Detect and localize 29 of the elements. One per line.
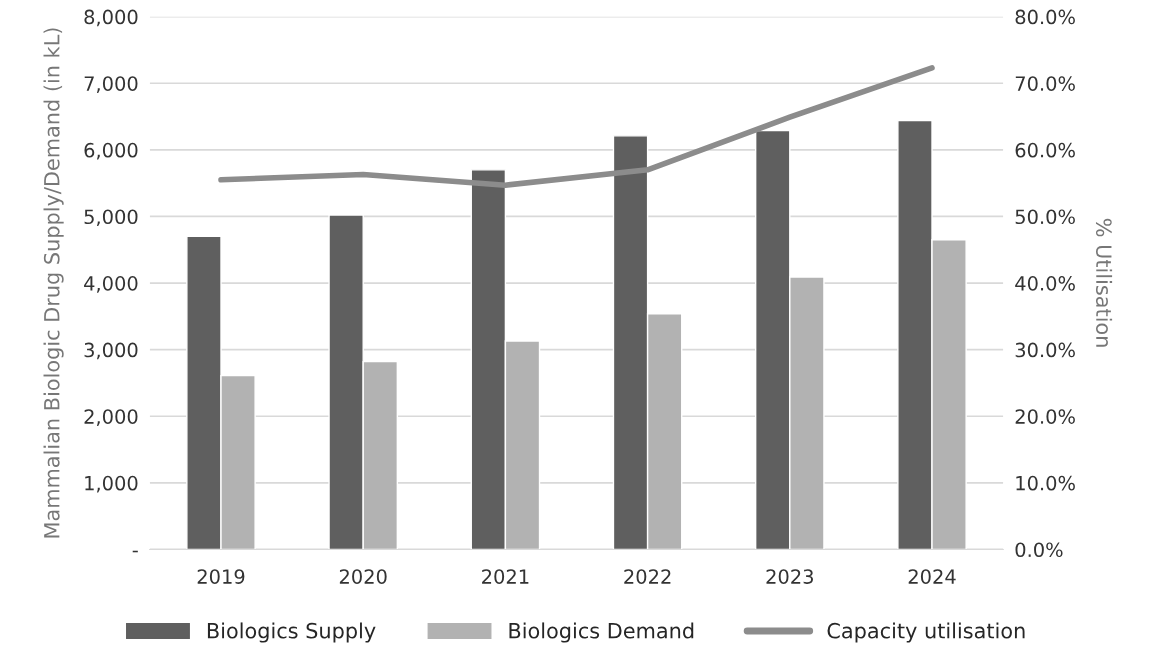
y-axis-title: Mammalian Biologic Drug Supply/Demand (in kL) <box>43 28 64 538</box>
y2-tick-label: 70.0% <box>1015 76 1075 91</box>
x-tick-label: 2022 <box>624 569 671 584</box>
y2-tick-label: 10.0% <box>1016 475 1075 491</box>
legend-label: Biologics Supply <box>207 622 376 643</box>
y-tick-label: 8,000 <box>84 9 138 27</box>
x-tick-label: 2019 <box>197 569 245 584</box>
x-tick-label: 2020 <box>339 569 387 584</box>
x-tick-label: 2023 <box>766 569 813 584</box>
y-tick-label: - <box>132 550 138 553</box>
y-tick-label: 5,000 <box>84 209 138 227</box>
y2-tick-label: 40.0% <box>1015 276 1075 291</box>
y-tick-label: 1,000 <box>85 475 138 493</box>
y2-tick-label: 80.0% <box>1015 9 1075 25</box>
y-tick-label: 6,000 <box>84 142 138 160</box>
y-tick-label: 2,000 <box>84 409 138 426</box>
legend-label: Capacity utilisation <box>827 622 1025 643</box>
y2-tick-label: 20.0% <box>1015 409 1075 424</box>
y-tick-label: 7,000 <box>84 76 138 93</box>
x-tick-label: 2024 <box>908 569 956 584</box>
y2-tick-label: 0.0% <box>1015 542 1063 558</box>
y2-tick-label: 60.0% <box>1015 142 1075 158</box>
y2-tick-label: 50.0% <box>1015 209 1075 225</box>
legend-label: Biologics Demand <box>509 622 694 643</box>
y-tick-label: 4,000 <box>84 276 138 293</box>
x-tick-label: 2021 <box>482 569 529 584</box>
y-tick-label: 3,000 <box>84 342 138 360</box>
y2-axis-title: % Utilisation <box>1095 218 1113 347</box>
y2-tick-label: 30.0% <box>1015 342 1075 358</box>
